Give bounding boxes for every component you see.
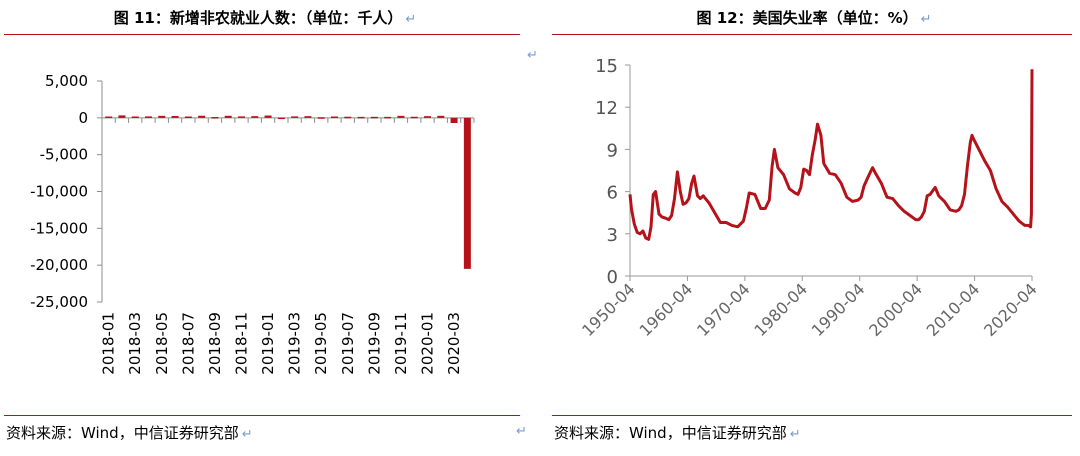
x-tick-label: 1960-04 <box>636 279 697 340</box>
chart-panel-left: 图 11：新增非农就业人数：（单位：千人） ↵ 5,000 0 -5,000 -10,0… <box>0 0 538 456</box>
bar <box>384 116 392 119</box>
bar <box>344 116 352 119</box>
y-tick-label: 15 <box>595 56 618 77</box>
y-tick-label: 9 <box>607 140 618 161</box>
x-tick-label: 2019-01 <box>259 312 277 375</box>
chart-title-text: 图 12：美国失业率（单位：%） <box>696 9 918 27</box>
bar <box>424 116 431 118</box>
paragraph-mark: ↵ <box>527 48 538 63</box>
source-rule <box>4 415 520 416</box>
bar <box>277 117 285 120</box>
bar <box>184 116 192 119</box>
x-tick-label: 2019-03 <box>286 312 304 375</box>
x-tick-label: 2019-05 <box>312 312 330 375</box>
x-tick-label: 1970-04 <box>693 279 754 340</box>
source-note: 资料来源：Wind，中信证券研究部 ↵ <box>554 423 801 445</box>
bar <box>397 115 405 118</box>
x-tick-label: 2018-01 <box>100 312 118 375</box>
paragraph-mark: ↵ <box>516 424 527 439</box>
bar <box>238 116 245 118</box>
bar <box>370 116 378 119</box>
chart-title: 图 11：新增非农就业人数：（单位：千人） ↵ <box>0 6 530 32</box>
bar <box>118 115 126 118</box>
y-tick-label: -15,000 <box>30 219 88 237</box>
chart-panel-right: 图 12：美国失业率（单位：%） ↵ 0 3 6 9 12 15 1950-04 1960-04… <box>548 0 1080 456</box>
bar-chart: 5,000 0 -5,000 -10,000 -15,000 -20,000 -25,000… <box>30 72 475 375</box>
source-note: 资料来源：Wind，中信证券研究部 ↵ <box>6 423 253 445</box>
paragraph-mark: ↵ <box>920 12 932 27</box>
x-tick-label: 2018-05 <box>153 312 171 375</box>
source-rule <box>552 415 1072 416</box>
bar <box>304 116 312 118</box>
y-tick-label: -10,000 <box>30 183 88 201</box>
title-rule <box>4 34 520 35</box>
x-tick-label: 1980-04 <box>750 279 811 340</box>
bar <box>251 116 259 118</box>
bar <box>171 116 179 118</box>
paragraph-mark: ↵ <box>789 427 801 442</box>
chart-title-text: 图 11：新增非农就业人数：（单位：千人） <box>113 9 403 27</box>
x-tick-label: 2018-09 <box>206 312 224 375</box>
y-tick-label: 3 <box>607 225 618 246</box>
x-tick-label: 2020-03 <box>445 312 463 375</box>
y-tick-label: -5,000 <box>40 146 88 164</box>
bar <box>264 115 272 118</box>
bar <box>145 116 152 118</box>
x-tick-label: 2018-03 <box>126 312 144 375</box>
paragraph-mark: ↵ <box>405 12 417 27</box>
x-tick-label: 2019-11 <box>392 312 410 375</box>
bar <box>437 115 445 118</box>
bar <box>158 115 166 118</box>
chart-title: 图 12：美国失业率（单位：%） ↵ <box>548 6 1080 32</box>
x-tick-label: 2018-07 <box>179 312 197 375</box>
bar <box>198 115 206 118</box>
paragraph-mark: ↵ <box>241 427 253 442</box>
y-tick-label: -25,000 <box>30 293 88 311</box>
x-tick-label: 2010-04 <box>923 279 984 340</box>
y-tick-label: 5,000 <box>45 72 88 90</box>
y-tick-label: 0 <box>607 267 618 288</box>
line-chart: 0 3 6 9 12 15 1950-041960-041970-041980-041990… <box>578 56 1041 340</box>
bar <box>357 116 365 119</box>
y-tick-label: 6 <box>607 183 618 204</box>
bar <box>331 116 338 119</box>
source-text: 资料来源：Wind，中信证券研究部 <box>6 424 239 442</box>
source-text: 资料来源：Wind，中信证券研究部 <box>554 424 787 442</box>
bar <box>410 116 418 119</box>
bar <box>317 117 325 119</box>
bar <box>450 117 458 123</box>
bar <box>105 116 113 119</box>
y-tick-label: -20,000 <box>30 256 88 274</box>
x-tick-label: 1950-04 <box>578 279 639 340</box>
bar <box>131 116 139 118</box>
x-tick-label: 2018-11 <box>233 312 251 375</box>
bar <box>211 117 219 119</box>
y-tick-label: 0 <box>78 109 88 127</box>
x-tick-label: 2020-04 <box>980 279 1041 340</box>
x-tick-label: 2000-04 <box>865 279 926 340</box>
bar <box>463 117 471 269</box>
x-tick-label: 1990-04 <box>808 279 869 340</box>
title-rule <box>552 34 1072 35</box>
x-tick-label: 2020-01 <box>419 312 437 375</box>
x-tick-label: 2019-09 <box>365 312 383 375</box>
x-tick-label: 2019-07 <box>339 312 357 375</box>
bar <box>224 115 232 118</box>
y-tick-label: 12 <box>595 98 618 119</box>
unemployment-series-line <box>628 69 1034 241</box>
bar <box>291 116 299 118</box>
